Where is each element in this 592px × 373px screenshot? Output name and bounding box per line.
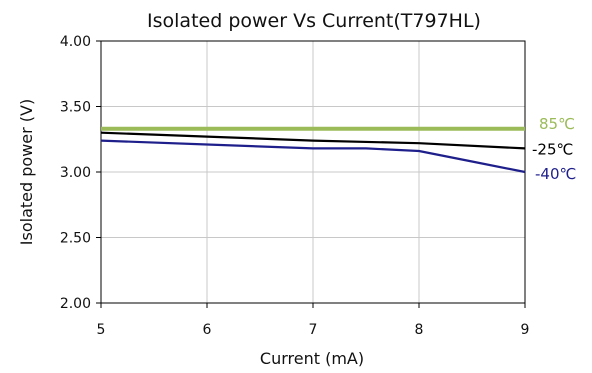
x-tick-label: 7	[309, 322, 318, 338]
y-tick-label: 4.00	[60, 34, 91, 50]
y-axis: 2.00 2.50 3.00 3.50 4.00	[60, 34, 101, 312]
series-lines	[100, 126, 526, 174]
y-tick-label: 3.00	[60, 165, 91, 181]
grid	[100, 40, 526, 304]
x-axis-label: Current (mA)	[260, 349, 364, 368]
y-axis-label: Isolated power (V)	[17, 99, 36, 245]
x-tick-label: 5	[97, 322, 106, 338]
y-tick-label: 2.00	[60, 296, 91, 312]
series-labels: 85℃ -25℃ -40℃	[532, 115, 576, 183]
series-label: -40℃	[535, 165, 576, 183]
series-line	[100, 131, 526, 150]
x-axis: 5 6 7 8 9	[97, 303, 530, 338]
series-line	[100, 139, 526, 174]
y-tick-label: 2.50	[60, 231, 91, 247]
series-label: -25℃	[532, 140, 573, 158]
chart-title: Isolated power Vs Current(T797HL)	[147, 10, 481, 32]
x-tick-label: 9	[521, 322, 530, 338]
x-tick-label: 6	[203, 322, 212, 338]
series-label: 85℃	[539, 115, 575, 133]
x-tick-label: 8	[415, 322, 424, 338]
y-tick-label: 3.50	[60, 100, 91, 116]
